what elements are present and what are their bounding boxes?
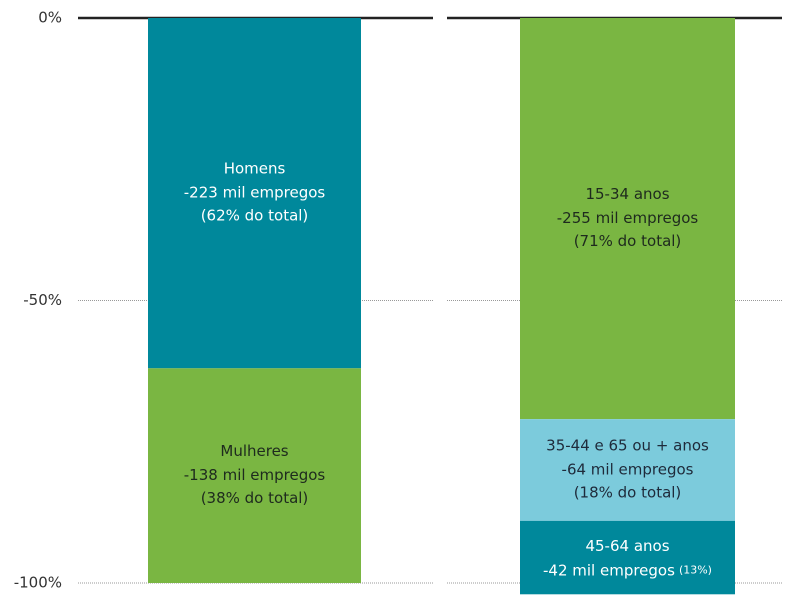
segment-label: (71% do total) [574,232,682,250]
segment-label: Mulheres [220,442,288,460]
y-tick-label: -100% [14,574,62,592]
segment-label: 45-64 anos [585,537,669,555]
segment-label: -64 mil empregos [562,461,694,479]
segment-label: Homens [224,160,286,178]
bar-segment [148,18,361,369]
segment-label: -138 mil empregos [184,466,326,484]
segment-label: (18% do total) [574,484,682,502]
bar-segment [520,520,735,595]
segment-label: -255 mil empregos [557,209,699,227]
y-tick-label: -50% [23,291,62,309]
segment-label: 15-34 anos [585,185,669,203]
segment-label: (38% do total) [201,489,309,507]
bar-segment [148,368,361,583]
bar-segment [520,419,735,521]
segment-label-part: (13%) [679,564,712,577]
segment-label: (62% do total) [201,207,309,225]
segment-label: 35-44 e 65 ou + anos [546,437,709,455]
segment-label: -42 mil empregos (13%) [543,561,712,579]
y-tick-label: 0% [38,9,62,27]
segment-label-part: -42 mil empregos [543,561,675,579]
segment-label: -223 mil empregos [184,184,326,202]
bar-segment [520,18,735,420]
